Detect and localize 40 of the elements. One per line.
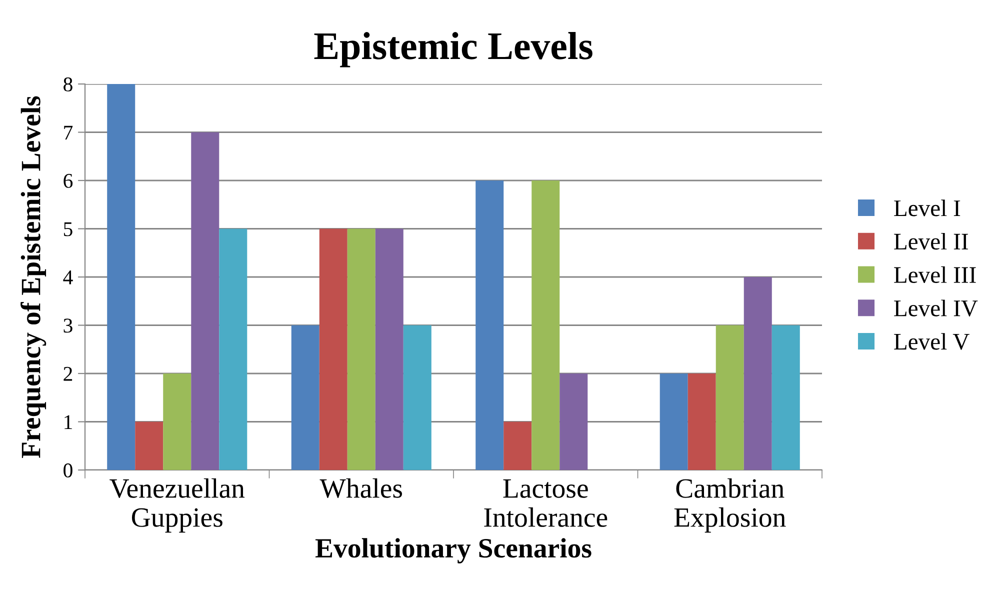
- bar: [403, 325, 432, 470]
- y-tick-label: 7: [64, 126, 73, 140]
- y-tick-label: 2: [64, 366, 72, 381]
- bar: [772, 325, 800, 470]
- bar: [560, 374, 588, 470]
- y-axis-title: Frequency of Epistemic Levels: [20, 96, 46, 458]
- legend-label: Level II: [894, 233, 968, 250]
- x-tick-label: Whales: [320, 478, 402, 498]
- bar: [107, 84, 136, 470]
- y-tick-label: 3: [64, 318, 72, 333]
- legend-label: Level IV: [894, 300, 978, 316]
- legend-label: Level III: [894, 266, 976, 283]
- bar: [319, 228, 348, 470]
- bar: [347, 228, 376, 470]
- y-tick-label: 6: [64, 174, 73, 188]
- y-tick-label: 8: [64, 77, 72, 92]
- bar: [135, 422, 164, 470]
- y-tick-label: 5: [64, 222, 72, 236]
- legend-label: Level I: [894, 200, 960, 216]
- x-tick-label: Venezuellan Guppies: [110, 478, 245, 533]
- bar: [504, 422, 532, 470]
- bar: [375, 228, 404, 470]
- y-tick-label: 1: [64, 415, 72, 429]
- legend-label: Level V: [894, 333, 970, 350]
- bar: [532, 180, 560, 470]
- bar: [291, 325, 320, 470]
- x-tick-label: Lactose Intolerance: [484, 479, 608, 527]
- y-tick-label: 4: [63, 270, 73, 284]
- bar: [688, 374, 716, 470]
- x-tick-label: Cambrian Explosion: [674, 478, 786, 533]
- bar: [219, 228, 248, 470]
- bar: [660, 374, 688, 470]
- bar: [163, 374, 192, 470]
- bar: [191, 132, 220, 470]
- bar: [476, 180, 504, 470]
- y-tick-label: 0: [64, 463, 72, 478]
- x-axis-title: Evolutionary Scenarios: [315, 538, 592, 564]
- chart-title: Epistemic Levels: [314, 32, 592, 68]
- bar: [716, 325, 744, 470]
- bar: [744, 277, 772, 470]
